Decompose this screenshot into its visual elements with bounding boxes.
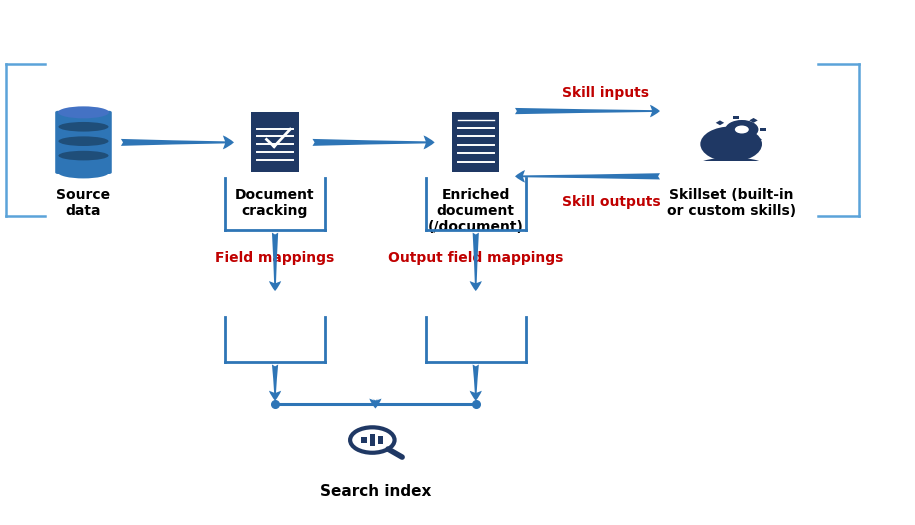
Text: Source
data: Source data — [57, 188, 111, 218]
Point — [489, 125, 500, 131]
Circle shape — [726, 120, 759, 139]
Point — [252, 141, 263, 148]
Point — [452, 159, 463, 165]
Bar — [716, 120, 724, 125]
Bar — [370, 434, 375, 446]
Point — [489, 142, 500, 148]
Bar — [712, 131, 718, 134]
Text: Skill inputs: Skill inputs — [563, 86, 650, 100]
Point — [452, 150, 463, 156]
Point — [252, 158, 263, 164]
Bar — [733, 116, 738, 119]
Bar — [749, 118, 758, 123]
Point — [287, 141, 298, 148]
Point — [489, 150, 500, 156]
Point — [252, 125, 263, 132]
Ellipse shape — [59, 136, 109, 146]
Bar — [720, 140, 728, 144]
FancyBboxPatch shape — [252, 112, 299, 172]
Circle shape — [700, 127, 762, 162]
Bar — [378, 436, 383, 445]
Ellipse shape — [698, 158, 764, 171]
Point — [287, 158, 298, 164]
Ellipse shape — [58, 107, 109, 118]
Text: Skillset (built-in
or custom skills): Skillset (built-in or custom skills) — [667, 188, 796, 218]
Bar — [690, 161, 772, 173]
Bar — [738, 143, 745, 146]
Point — [489, 133, 500, 140]
FancyBboxPatch shape — [55, 111, 112, 174]
Ellipse shape — [59, 122, 109, 132]
Point — [489, 159, 500, 165]
Point — [452, 125, 463, 131]
Point — [287, 133, 298, 140]
Text: Document
cracking: Document cracking — [235, 188, 315, 218]
Point — [252, 133, 263, 140]
Point — [452, 117, 463, 123]
Bar — [759, 128, 766, 131]
Point — [252, 149, 263, 155]
Ellipse shape — [58, 166, 109, 179]
Bar — [361, 437, 367, 443]
Circle shape — [350, 427, 394, 453]
Text: Field mappings: Field mappings — [215, 251, 335, 265]
Text: Enriched
document
(/document): Enriched document (/document) — [428, 188, 523, 235]
Text: Output field mappings: Output field mappings — [388, 251, 564, 265]
Ellipse shape — [59, 151, 109, 161]
Bar — [754, 137, 762, 142]
FancyBboxPatch shape — [452, 112, 500, 172]
Point — [489, 117, 500, 123]
Point — [452, 142, 463, 148]
Point — [287, 125, 298, 132]
Circle shape — [735, 125, 748, 133]
Point — [452, 133, 463, 140]
Text: Search index: Search index — [319, 485, 431, 499]
Point — [287, 149, 298, 155]
Text: Skill outputs: Skill outputs — [563, 195, 661, 209]
